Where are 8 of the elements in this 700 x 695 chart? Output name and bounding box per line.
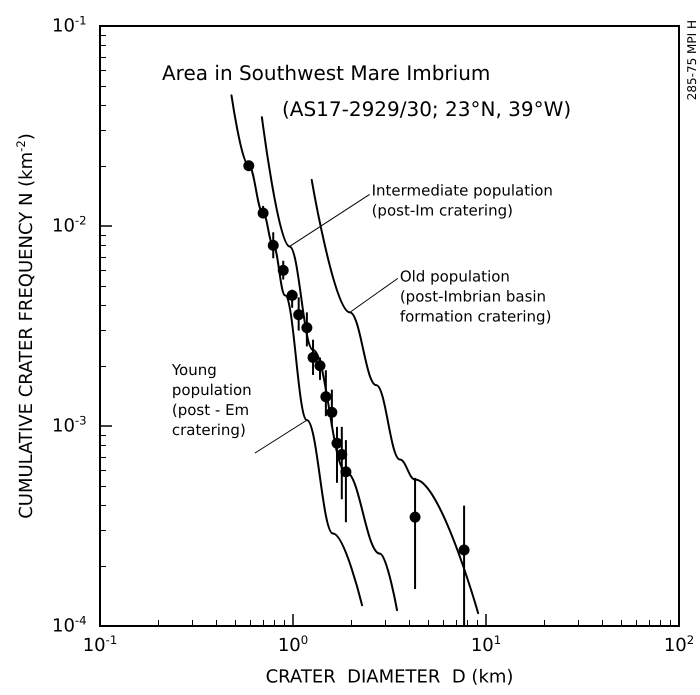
annotation: Young population (post - Em cratering) xyxy=(170,361,252,440)
text: 285-75 MPI H xyxy=(685,20,699,100)
text: (AS17-2929/30; 23°N, 39°W) xyxy=(282,97,572,121)
x-axis-title: CRATER DIAMETER D (km) xyxy=(266,666,514,688)
text: Area in Southwest Mare Imbrium xyxy=(162,61,490,85)
annotation: Intermediate population (post-Im cratering) xyxy=(372,181,553,220)
annotation: Old population (post-Imbrian basin formation cratering) xyxy=(400,267,552,326)
y-axis-title: CUMULATIVE CRATER FREQUENCY N (km-2) xyxy=(14,133,38,519)
